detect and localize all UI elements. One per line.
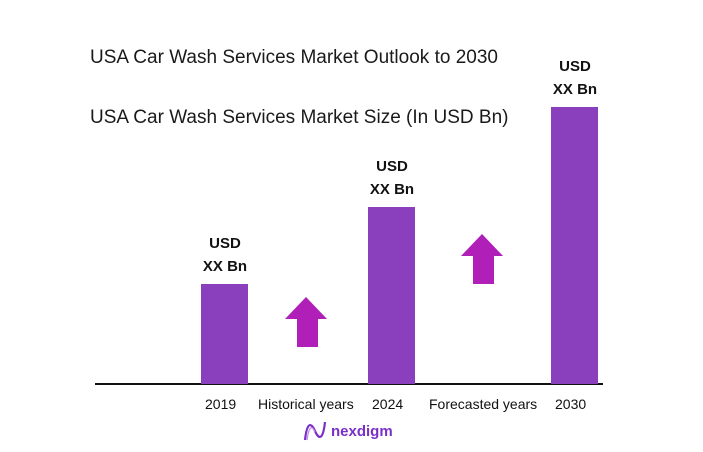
chart-title: USA Car Wash Services Market Outlook to … bbox=[90, 47, 498, 68]
x-tick-label-2019: 2019 bbox=[205, 396, 237, 412]
data-label-line: USD bbox=[376, 158, 408, 175]
data-label-line: USD bbox=[209, 235, 241, 252]
nexdigm-logo-icon bbox=[303, 421, 327, 441]
chart-subtitle: USA Car Wash Services Market Size (In US… bbox=[90, 107, 509, 128]
x-tick-label-2024: 2024 bbox=[372, 396, 404, 412]
growth-arrow-icon-forecast bbox=[461, 234, 503, 284]
x-axis-line bbox=[95, 383, 603, 385]
period-label-historical: Historical years bbox=[258, 396, 354, 412]
data-label-line: XX Bn bbox=[202, 258, 248, 275]
period-label-forecasted: Forecasted years bbox=[429, 396, 538, 412]
data-label-2019: USD XX Bn bbox=[185, 232, 265, 278]
data-label-line: XX Bn bbox=[369, 181, 415, 198]
data-label-2030: USD XX Bn bbox=[535, 55, 615, 101]
data-label-line: XX Bn bbox=[552, 81, 598, 98]
bar-2030 bbox=[551, 107, 598, 384]
data-label-2024: USD XX Bn bbox=[352, 155, 432, 201]
nexdigm-logo: nexdigm bbox=[303, 420, 393, 442]
x-tick-label-2030: 2030 bbox=[555, 396, 587, 412]
data-label-line: USD bbox=[559, 58, 591, 75]
bar-2024 bbox=[368, 207, 415, 384]
logo-text: nexdigm bbox=[331, 422, 393, 440]
bar-2019 bbox=[201, 284, 248, 384]
growth-arrow-icon-historical bbox=[285, 297, 327, 347]
